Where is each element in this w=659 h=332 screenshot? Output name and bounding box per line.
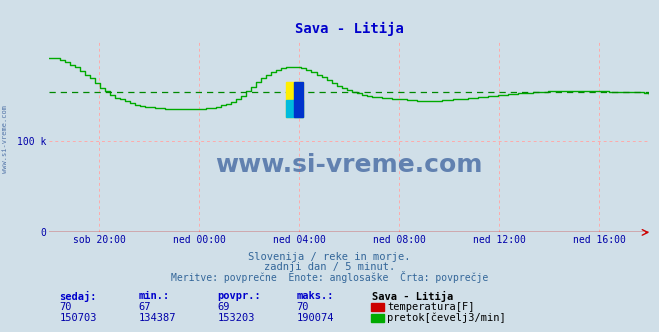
Title: Sava - Litija: Sava - Litija [295,22,404,36]
Text: temperatura[F]: temperatura[F] [387,302,475,312]
Text: 190074: 190074 [297,313,334,323]
Text: maks.:: maks.: [297,291,334,301]
Text: www.si-vreme.com: www.si-vreme.com [215,153,483,177]
Text: pretok[čevelj3/min]: pretok[čevelj3/min] [387,313,506,323]
Bar [294,82,303,117]
Text: 134387: 134387 [138,313,176,323]
Text: 69: 69 [217,302,230,312]
Text: 153203: 153203 [217,313,255,323]
Text: 67: 67 [138,302,151,312]
Text: Slovenija / reke in morje.: Slovenija / reke in morje. [248,252,411,262]
Text: Meritve: povprečne  Enote: anglosaške  Črta: povprečje: Meritve: povprečne Enote: anglosaške Črt… [171,271,488,283]
Text: 70: 70 [297,302,309,312]
Bar [286,100,303,117]
Text: Sava - Litija: Sava - Litija [372,290,453,302]
Text: sedaj:: sedaj: [59,290,97,302]
Text: povpr.:: povpr.: [217,291,261,301]
Bar [286,82,303,117]
Text: www.si-vreme.com: www.si-vreme.com [2,106,9,173]
Text: zadnji dan / 5 minut.: zadnji dan / 5 minut. [264,262,395,272]
Text: min.:: min.: [138,291,169,301]
Text: 70: 70 [59,302,72,312]
Text: 150703: 150703 [59,313,97,323]
